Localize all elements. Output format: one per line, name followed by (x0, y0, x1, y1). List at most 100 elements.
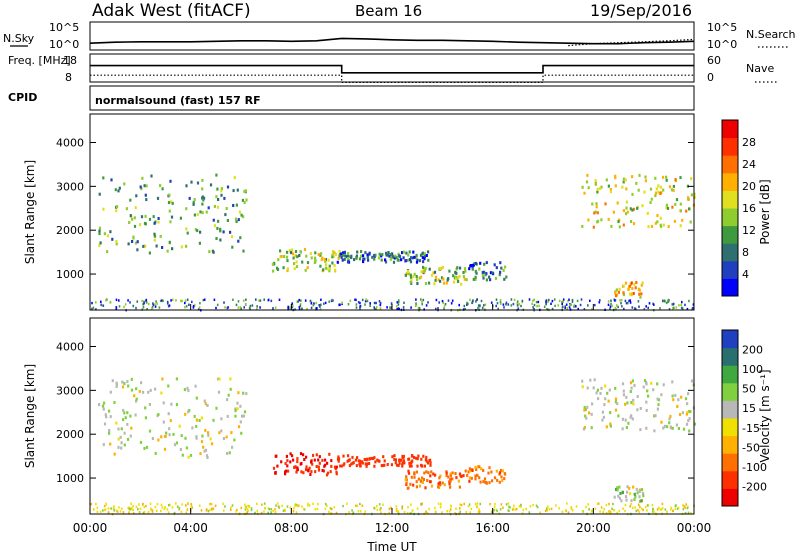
ground-cell (465, 511, 468, 514)
ground-cell (209, 508, 211, 512)
ground-cell (96, 510, 99, 513)
scatter-cell (636, 395, 639, 398)
scatter-cell (338, 250, 341, 253)
ground-cell (691, 306, 694, 310)
ground-cell (396, 308, 398, 311)
ground-cell (579, 303, 582, 307)
scatter-cell (207, 431, 210, 435)
ground-cell (145, 301, 148, 304)
ground-cell (516, 302, 518, 305)
scatter-cell (671, 205, 674, 209)
ground-cell (329, 507, 332, 510)
ground-cell (132, 304, 135, 308)
scatter-cell (609, 190, 612, 194)
scatter-cell (641, 281, 644, 285)
scatter-cell (229, 387, 232, 391)
scatter-cell (102, 207, 105, 211)
scatter-cell (184, 436, 187, 440)
scatter-cell (483, 477, 487, 481)
ground-cell (647, 306, 649, 310)
scatter-cell (452, 280, 456, 284)
scatter-cell (292, 458, 295, 462)
ground-cell (652, 507, 654, 511)
scatter-cell (226, 185, 230, 189)
scatter-cell (150, 174, 153, 178)
ground-cell (617, 305, 619, 309)
ground-cell (685, 503, 687, 506)
scatter-cell (616, 402, 619, 406)
ground-cell (435, 298, 438, 302)
scatter-cell (142, 390, 145, 394)
ground-cell (278, 298, 281, 301)
ground-cell (463, 304, 466, 308)
ground-cell (455, 507, 457, 510)
ground-cell (324, 502, 327, 506)
scatter-cell (286, 459, 289, 463)
x-tick-label: 00:00 (73, 521, 108, 535)
scatter-cell (622, 291, 625, 295)
scatter-cell (621, 491, 624, 495)
scatter-cell (306, 468, 310, 472)
ground-cell (421, 300, 423, 304)
scatter-cell (616, 486, 619, 490)
ground-cell (531, 302, 533, 305)
scatter-cell (437, 278, 440, 282)
ground-cell (548, 508, 551, 511)
scatter-cell (655, 187, 658, 191)
ground-cell (478, 508, 480, 511)
colorbar-swatch (722, 453, 738, 472)
scatter-cell (583, 408, 586, 412)
scatter-cell (415, 480, 418, 484)
scatter-cell (324, 266, 327, 270)
scatter-cell (332, 255, 335, 259)
scatter-cell (686, 402, 689, 406)
scatter-cell (282, 266, 285, 270)
scatter-cell (301, 260, 304, 264)
scatter-cell (679, 224, 682, 228)
scatter-cell (185, 207, 188, 211)
scatter-cell (115, 242, 118, 246)
scatter-cell (121, 385, 125, 389)
ground-cell (386, 306, 388, 309)
scatter-cell (119, 435, 122, 439)
ground-cell (118, 506, 120, 509)
ground-cell (268, 508, 271, 511)
ground-cell (198, 308, 200, 311)
scatter-cell (192, 200, 195, 204)
ground-cell (525, 507, 527, 511)
scatter-cell (217, 219, 220, 223)
ground-cell (296, 300, 298, 303)
scatter-cell (491, 271, 494, 275)
scatter-cell (140, 381, 143, 385)
scatter-cell (372, 457, 375, 460)
ground-cell (137, 507, 139, 511)
ground-cell (561, 510, 564, 514)
ground-cell (484, 303, 487, 306)
scatter-cell (677, 398, 680, 402)
ground-cell (639, 505, 641, 509)
ground-cell (680, 306, 683, 310)
scatter-cell (468, 469, 472, 473)
scatter-cell (404, 478, 407, 482)
scatter-cell (309, 252, 312, 256)
colorbar-tick-label: 20 (742, 180, 756, 193)
ground-cell (364, 303, 366, 306)
scatter-cell (630, 386, 633, 390)
scatter-cell (133, 216, 136, 220)
scatter-cell (305, 455, 308, 459)
ground-cell (477, 304, 480, 307)
scatter-cell (138, 389, 141, 393)
ground-cell (147, 511, 150, 514)
ground-cell (670, 506, 673, 509)
scatter-cell (584, 414, 587, 418)
noise-right-tick-top: 10^5 (707, 21, 737, 34)
scatter-cell (407, 471, 411, 475)
scatter-cell (430, 273, 434, 277)
scatter-cell (328, 264, 331, 268)
scatter-cell (583, 191, 586, 195)
scatter-cell (481, 270, 484, 274)
ground-cell (291, 302, 293, 305)
scatter-cell (656, 382, 659, 386)
scatter-cell (243, 201, 246, 204)
ground-cell (185, 305, 188, 308)
